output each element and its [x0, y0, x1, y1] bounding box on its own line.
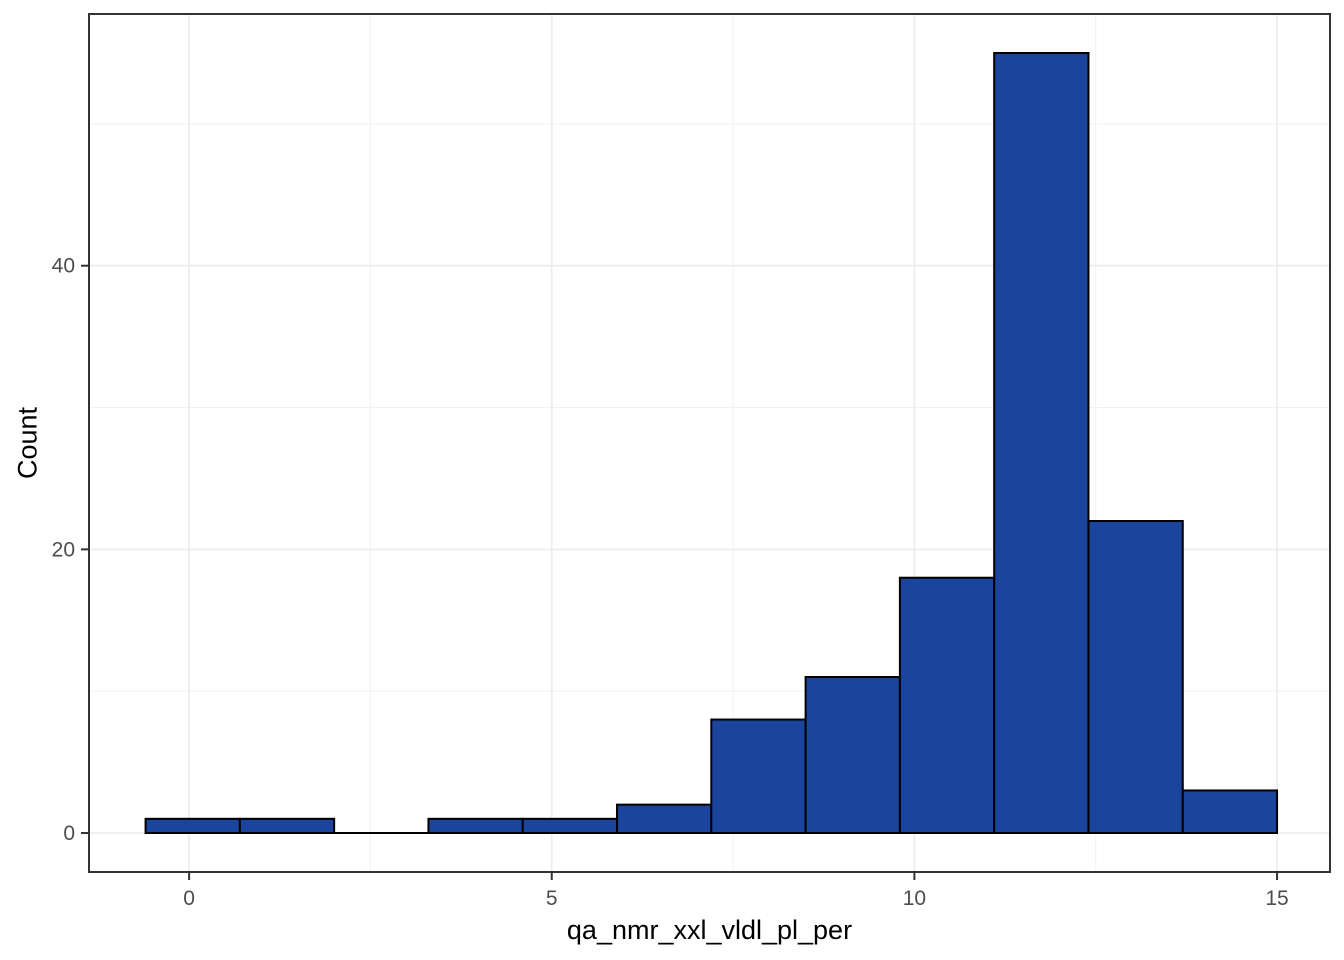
y-tick-label: 0 — [63, 822, 75, 845]
x-tick-label: 5 — [546, 887, 558, 910]
histogram-bar — [898, 576, 996, 835]
histogram-bar — [710, 718, 807, 835]
x-tick-label: 15 — [1265, 887, 1288, 910]
y-axis-title: Count — [12, 406, 43, 480]
x-tick-label: 0 — [183, 887, 195, 910]
histogram-bar — [616, 803, 713, 834]
histogram-bar — [1087, 520, 1184, 834]
histogram-bar — [238, 817, 336, 834]
histogram-bar — [144, 817, 241, 834]
histogram-bar — [804, 676, 901, 834]
x-tick-label: 10 — [903, 887, 926, 910]
histogram-bar — [1181, 789, 1279, 834]
histogram-bar — [993, 52, 1090, 834]
panel-border — [88, 13, 1331, 873]
histogram-bar — [521, 817, 619, 834]
histogram-bar — [427, 817, 524, 834]
y-tick-label: 40 — [52, 255, 75, 278]
y-tick-label: 20 — [52, 538, 75, 561]
x-axis-title: qa_nmr_xxl_vldl_pl_per — [566, 915, 853, 945]
